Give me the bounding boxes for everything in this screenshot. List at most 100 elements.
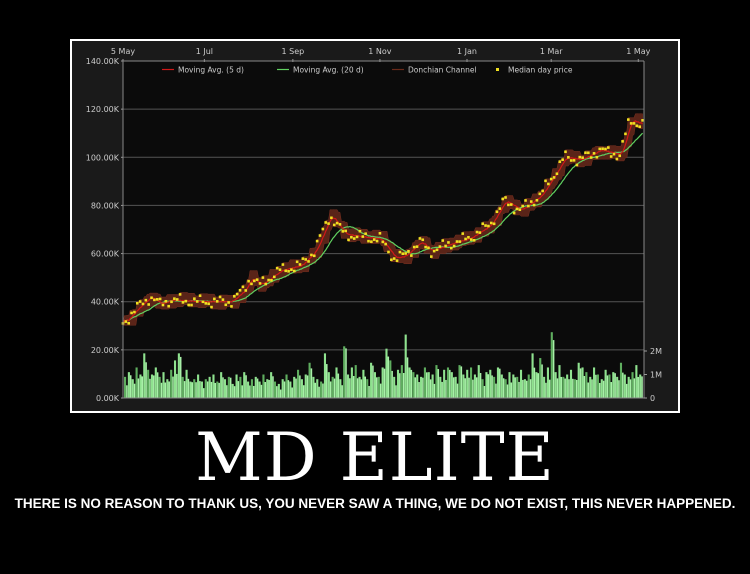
volume-bar bbox=[602, 380, 605, 398]
volume-bar bbox=[308, 362, 311, 398]
volume-bar bbox=[150, 374, 154, 398]
median-price-point bbox=[418, 237, 422, 240]
x-tick-label: 1 Nov bbox=[368, 47, 392, 56]
median-price-point bbox=[509, 203, 513, 206]
volume-bar bbox=[543, 376, 546, 398]
volume-bar bbox=[495, 383, 497, 398]
volume-bar bbox=[191, 382, 194, 398]
volume-bar bbox=[535, 372, 538, 398]
median-price-point bbox=[224, 303, 228, 307]
volume-bar bbox=[600, 379, 603, 398]
median-price-point bbox=[498, 207, 502, 210]
volume-bar bbox=[345, 348, 347, 398]
median-price-point bbox=[575, 163, 579, 167]
median-price-point bbox=[441, 239, 445, 242]
legend-label: Median day price bbox=[508, 66, 573, 75]
volume-bar bbox=[387, 356, 390, 398]
x-tick-label: 1 May bbox=[626, 47, 650, 56]
median-price-point bbox=[527, 204, 530, 208]
median-price-point bbox=[253, 279, 256, 283]
median-price-point bbox=[618, 154, 622, 158]
volume-bar bbox=[581, 367, 584, 398]
volume-bar bbox=[381, 367, 384, 398]
volume-bar bbox=[439, 376, 442, 398]
volume-bar bbox=[460, 366, 463, 398]
volume-bar bbox=[281, 379, 284, 398]
volume-bar bbox=[327, 372, 330, 398]
median-price-point bbox=[241, 285, 245, 289]
median-price-point bbox=[407, 250, 410, 253]
median-price-point bbox=[210, 305, 213, 309]
volume-bar bbox=[283, 381, 286, 398]
volume-bar bbox=[358, 376, 361, 398]
volume-bar bbox=[422, 377, 424, 398]
median-price-point bbox=[215, 300, 219, 303]
volume-bar bbox=[197, 374, 200, 398]
median-price-point bbox=[507, 203, 510, 207]
median-price-point bbox=[415, 245, 419, 248]
volume-bar bbox=[143, 353, 146, 398]
volume-bar bbox=[277, 383, 280, 398]
median-price-point bbox=[598, 147, 602, 151]
volume-bar bbox=[618, 380, 620, 398]
volume-bar bbox=[418, 382, 420, 398]
volume-bar bbox=[254, 376, 257, 398]
volume-bar bbox=[137, 378, 140, 398]
volume-bar bbox=[425, 372, 428, 398]
volume-bar bbox=[372, 365, 374, 398]
median-price-point bbox=[512, 211, 516, 215]
volume-bar bbox=[227, 376, 230, 398]
median-price-point bbox=[330, 216, 333, 220]
volume-bar bbox=[575, 379, 578, 398]
volume-bar bbox=[627, 376, 630, 398]
median-price-point bbox=[218, 295, 222, 299]
median-price-point bbox=[150, 296, 153, 300]
volume-bar bbox=[231, 383, 234, 398]
median-price-point bbox=[501, 197, 504, 201]
volume-bar bbox=[173, 360, 177, 398]
volume-bar bbox=[291, 387, 293, 398]
median-price-point bbox=[444, 244, 447, 248]
volume-bar bbox=[433, 383, 436, 398]
median-price-point bbox=[292, 269, 296, 273]
median-price-point bbox=[204, 302, 208, 305]
median-price-point bbox=[264, 282, 268, 286]
volume-bar bbox=[287, 380, 290, 398]
median-price-point bbox=[135, 301, 139, 305]
median-price-point bbox=[141, 302, 145, 306]
volume-bar bbox=[323, 353, 327, 398]
volume-bar bbox=[487, 374, 490, 398]
volume-bar bbox=[337, 373, 340, 398]
volume-bar bbox=[512, 374, 515, 398]
volume-bar bbox=[249, 385, 251, 398]
volume-bar bbox=[376, 377, 378, 398]
volume-bar bbox=[326, 364, 328, 398]
median-price-point bbox=[478, 231, 482, 234]
median-price-point bbox=[378, 232, 382, 235]
volume-bar bbox=[633, 378, 636, 398]
moving-average-5d-line bbox=[122, 120, 643, 324]
median-price-point bbox=[381, 240, 385, 244]
poster-title: MD ELITE bbox=[195, 419, 555, 496]
median-price-point bbox=[273, 275, 276, 279]
volume-bar bbox=[410, 369, 413, 398]
volume-bar bbox=[573, 379, 576, 398]
volume-bar bbox=[276, 386, 278, 398]
volume-bar bbox=[629, 379, 632, 398]
median-price-point bbox=[350, 235, 353, 239]
volume-bar bbox=[270, 372, 273, 398]
median-price-point bbox=[207, 302, 210, 306]
volume-bar bbox=[537, 373, 540, 398]
median-price-point bbox=[344, 229, 347, 233]
volume-bar bbox=[475, 377, 478, 398]
volume-bar bbox=[445, 379, 447, 398]
volume-bar bbox=[598, 382, 601, 398]
y-tick-label: 40.00K bbox=[91, 298, 120, 307]
volume-bar bbox=[135, 367, 138, 398]
volume-bar bbox=[616, 376, 619, 398]
legend-label: Moving Avg. (5 d) bbox=[178, 66, 244, 75]
median-price-point bbox=[518, 208, 522, 212]
volume-bar bbox=[483, 385, 486, 398]
volume-bar bbox=[546, 367, 550, 398]
volume-bar bbox=[635, 365, 638, 398]
